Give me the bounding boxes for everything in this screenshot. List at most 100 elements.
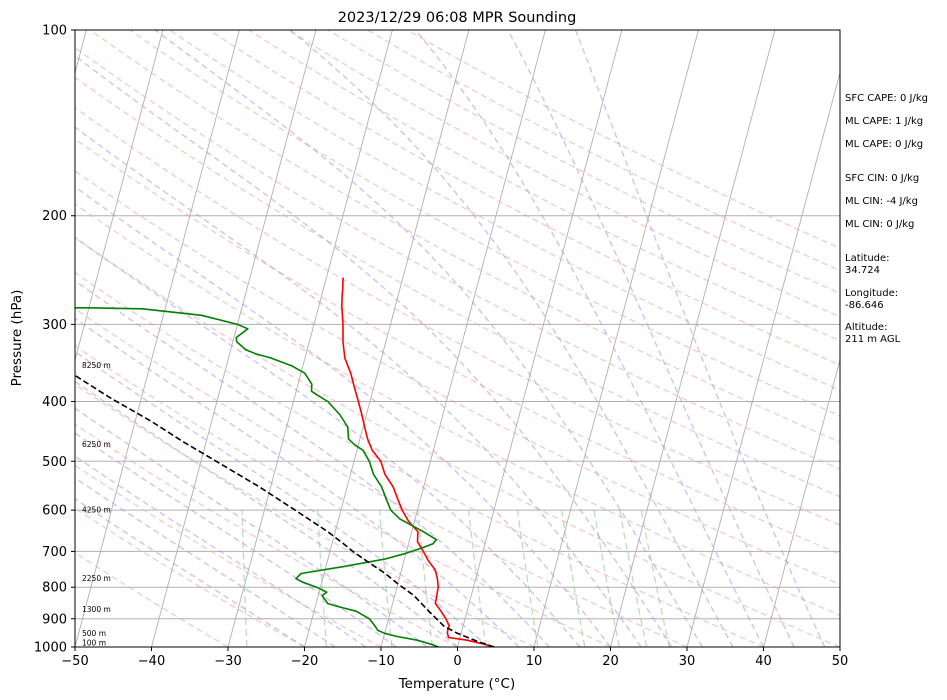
annotation-text: ML CIN: -4 J/kg xyxy=(845,196,918,207)
parcel-path xyxy=(75,374,495,647)
height-label: 8250 m xyxy=(82,361,111,370)
height-label: 100 m xyxy=(82,639,106,648)
annotation-text: SFC CIN: 0 J/kg xyxy=(845,173,920,184)
moist-adiabat xyxy=(75,497,305,647)
height-label: 500 m xyxy=(82,629,106,638)
series-group xyxy=(75,277,495,647)
mixing-ratio-line xyxy=(593,509,620,647)
isotherm-line xyxy=(763,358,840,647)
annotation-text: ML CAPE: 0 J/kg xyxy=(845,139,924,150)
mixing-ratio-line xyxy=(640,509,671,647)
dry-adiabat xyxy=(75,76,840,498)
isotherm-line xyxy=(227,30,393,647)
dry-adiabat xyxy=(327,30,840,295)
dry-adiabat xyxy=(75,170,840,586)
dry-adiabat xyxy=(75,138,840,556)
moist-adiabat xyxy=(75,432,397,647)
isotherm-line xyxy=(75,30,164,362)
dry-adiabat xyxy=(367,30,840,272)
moist-adiabat xyxy=(75,477,336,647)
x-axis-label: Temperature (°C) xyxy=(398,676,516,692)
dewpoint-profile xyxy=(75,307,439,647)
annotation-text: Altitude: 211 m AGL xyxy=(845,322,901,345)
isotherm-line xyxy=(610,30,776,647)
dry-adiabat xyxy=(75,271,764,647)
moist-adiabat xyxy=(154,30,703,647)
mixing-ratio-line xyxy=(316,510,328,647)
mixing-ratio-line xyxy=(241,510,248,647)
moist-adiabat xyxy=(289,30,734,647)
moist-adiabat xyxy=(75,236,581,647)
x-tick-label: 50 xyxy=(832,654,849,669)
dry-adiabat xyxy=(75,106,840,526)
moist-adiabat xyxy=(75,279,550,647)
moist-adiabat xyxy=(75,317,520,647)
annotation-text: SFC CAPE: 0 J/kg xyxy=(845,93,928,104)
y-axis-label: Pressure (hPa) xyxy=(9,290,25,387)
moist-adiabat xyxy=(75,350,489,647)
dry-adiabat xyxy=(248,30,840,342)
dry-adiabat xyxy=(75,383,535,647)
mixing-ratio-line xyxy=(619,509,648,647)
height-label: 2250 m xyxy=(82,574,111,583)
isotherm-line xyxy=(457,30,623,647)
y-tick-label: 300 xyxy=(42,318,67,333)
isotherm-line xyxy=(533,30,699,647)
dry-adiabat xyxy=(169,30,840,391)
dry-adiabat xyxy=(75,551,229,647)
y-tick-group: 1000 900 800 700 600 500 400 300 200 100 xyxy=(34,24,75,656)
dry-adiabat xyxy=(89,30,840,443)
y-tick-label: 500 xyxy=(42,455,67,470)
temperature-profile xyxy=(341,277,495,647)
moist-adiabat xyxy=(75,380,458,647)
y-tick-label: 900 xyxy=(42,612,67,627)
y-tick-label: 800 xyxy=(42,581,67,596)
annotation-text: Longitude: -86.646 xyxy=(845,288,899,311)
annotation-text: ML CIN: 0 J/kg xyxy=(845,219,915,230)
annotation-text: Latitude: 34.724 xyxy=(845,253,890,276)
dry-adiabat xyxy=(75,423,458,647)
x-tick-label: −30 xyxy=(214,654,241,669)
dry-adiabat xyxy=(287,30,840,318)
isotherm-line xyxy=(380,30,546,647)
height-label: 1300 m xyxy=(82,605,111,614)
y-tick-label: 600 xyxy=(42,504,67,519)
moist-adiabat xyxy=(75,186,612,647)
isotherm-line xyxy=(75,30,240,647)
moist-adiabat xyxy=(75,55,673,647)
y-tick-label: 100 xyxy=(42,24,67,39)
mixing-ratio-line xyxy=(516,510,539,647)
dry-adiabat xyxy=(75,345,611,647)
x-tick-label: −40 xyxy=(138,654,165,669)
isotherm-line xyxy=(304,30,470,647)
x-tick-label: 20 xyxy=(602,654,619,669)
dry-adiabat xyxy=(75,203,840,616)
y-tick-label: 400 xyxy=(42,395,67,410)
dry-adiabat xyxy=(406,30,840,249)
annotation-text: ML CAPE: 1 J/kg xyxy=(845,116,924,127)
dry-adiabat xyxy=(75,507,305,647)
x-tick-label: −10 xyxy=(367,654,394,669)
background-lines xyxy=(75,30,840,647)
chart-title: 2023/12/29 06:08 MPR Sounding xyxy=(338,10,577,26)
height-label: 6250 m xyxy=(82,440,111,449)
dry-adiabat xyxy=(75,237,840,647)
x-tick-label: 40 xyxy=(755,654,772,669)
mixing-ratio-line xyxy=(467,510,487,647)
mixing-ratio-line xyxy=(561,510,586,647)
mixing-ratio-line xyxy=(417,510,434,647)
x-tick-label: −50 xyxy=(61,654,88,669)
moist-adiabat xyxy=(75,455,367,647)
isotherm-line xyxy=(686,71,840,647)
x-tick-group: −50 −40 −30 −20 −10 0 10 20 30 40 50 xyxy=(61,647,848,669)
y-tick-label: 1000 xyxy=(34,641,67,656)
moist-adiabat xyxy=(507,30,795,647)
height-label: 4250 m xyxy=(82,506,111,515)
x-tick-label: 10 xyxy=(526,654,543,669)
x-tick-label: 0 xyxy=(453,654,461,669)
moist-adiabat xyxy=(574,30,826,647)
y-tick-label: 200 xyxy=(42,209,67,224)
mixing-ratio-line xyxy=(378,510,393,647)
